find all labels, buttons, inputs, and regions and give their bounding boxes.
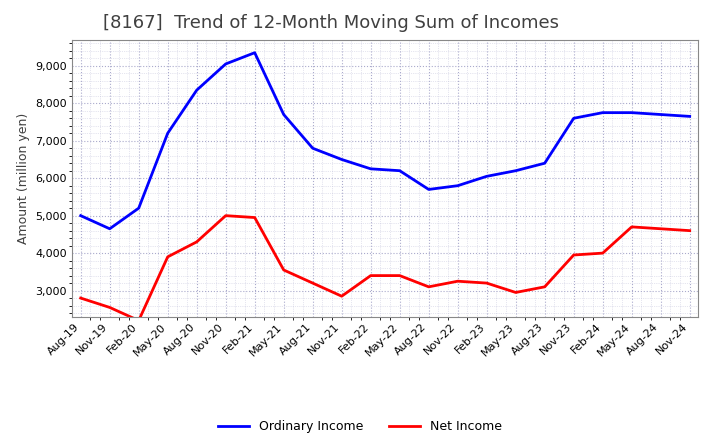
Ordinary Income (627, 110, 636, 115)
Net Income (135, 318, 143, 323)
Net Income (395, 273, 404, 278)
Line: Ordinary Income: Ordinary Income (81, 53, 690, 229)
Net Income (598, 250, 607, 256)
Net Income (424, 284, 433, 290)
Ordinary Income (76, 213, 85, 218)
Ordinary Income (541, 161, 549, 166)
Ordinary Income (279, 112, 288, 117)
Ordinary Income (657, 112, 665, 117)
Net Income (366, 273, 375, 278)
Net Income (308, 280, 317, 286)
Ordinary Income (685, 114, 694, 119)
Ordinary Income (366, 166, 375, 172)
Net Income (482, 280, 491, 286)
Net Income (511, 290, 520, 295)
Net Income (76, 295, 85, 301)
Ordinary Income (221, 61, 230, 66)
Ordinary Income (511, 168, 520, 173)
Net Income (338, 293, 346, 299)
Net Income (221, 213, 230, 218)
Text: [8167]  Trend of 12-Month Moving Sum of Incomes: [8167] Trend of 12-Month Moving Sum of I… (104, 15, 559, 33)
Net Income (627, 224, 636, 230)
Ordinary Income (598, 110, 607, 115)
Ordinary Income (424, 187, 433, 192)
Net Income (192, 239, 201, 245)
Net Income (454, 279, 462, 284)
Y-axis label: Amount (million yen): Amount (million yen) (17, 113, 30, 244)
Ordinary Income (395, 168, 404, 173)
Ordinary Income (135, 205, 143, 211)
Ordinary Income (338, 157, 346, 162)
Ordinary Income (482, 174, 491, 179)
Ordinary Income (251, 50, 259, 55)
Ordinary Income (105, 226, 114, 231)
Ordinary Income (454, 183, 462, 188)
Ordinary Income (308, 146, 317, 151)
Legend: Ordinary Income, Net Income: Ordinary Income, Net Income (213, 415, 507, 438)
Net Income (163, 254, 172, 260)
Ordinary Income (570, 116, 578, 121)
Net Income (251, 215, 259, 220)
Net Income (105, 305, 114, 310)
Ordinary Income (192, 88, 201, 93)
Ordinary Income (163, 131, 172, 136)
Net Income (685, 228, 694, 233)
Net Income (570, 253, 578, 258)
Line: Net Income: Net Income (81, 216, 690, 321)
Net Income (541, 284, 549, 290)
Net Income (657, 226, 665, 231)
Net Income (279, 268, 288, 273)
